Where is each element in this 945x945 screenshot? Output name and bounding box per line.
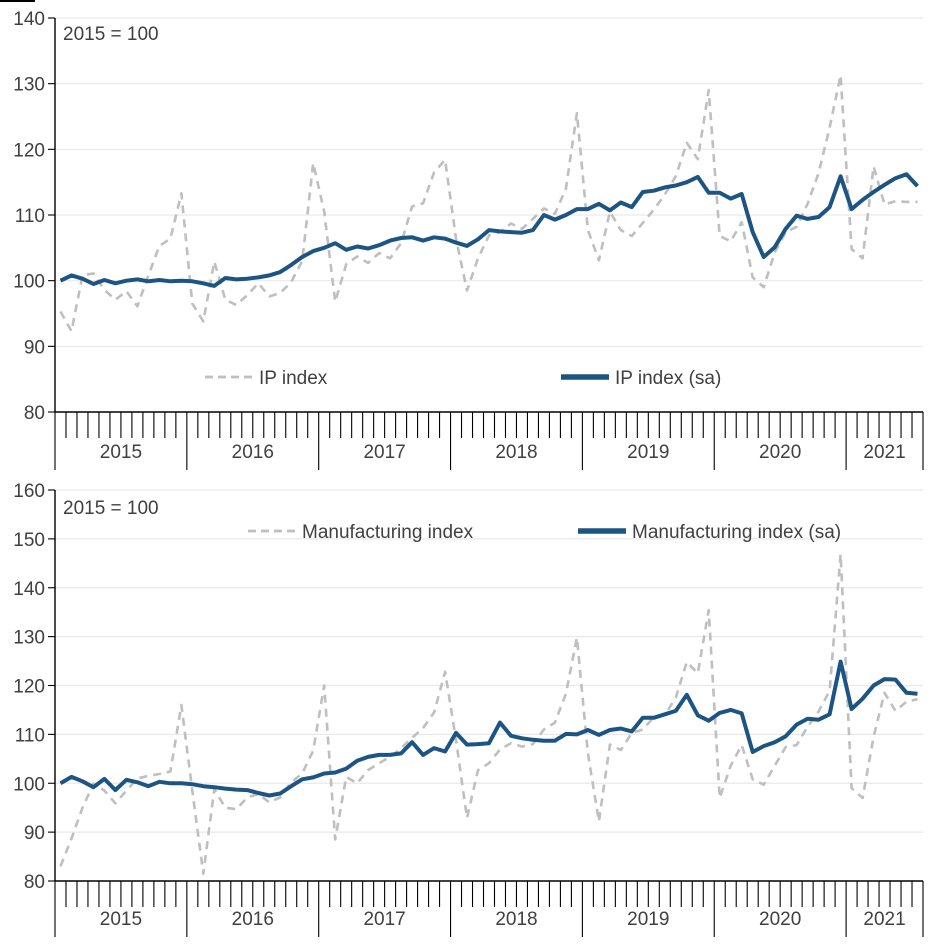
year-label-2017: 2017	[363, 442, 405, 463]
year-label-2021: 2021	[863, 909, 905, 930]
chart1-legend: IP index IP index (sa)	[205, 368, 721, 389]
chart1-baseline-annotation: 2015 = 100	[63, 24, 159, 45]
manufacturing-index-sa-legend-label: Manufacturing index (sa)	[632, 522, 841, 543]
y-axis-label-110: 110	[15, 206, 45, 227]
y-axis-label-120: 120	[13, 677, 45, 698]
y-axis-label-150: 150	[13, 530, 45, 551]
year-label-2020: 2020	[759, 442, 801, 463]
year-label-2021: 2021	[863, 442, 905, 463]
y-axis-label-80: 80	[24, 872, 45, 893]
y-axis-label-130: 130	[13, 75, 45, 96]
y-axis-label-100: 100	[13, 774, 45, 795]
y-axis-label-110: 110	[15, 725, 45, 746]
year-label-2018: 2018	[495, 442, 537, 463]
y-axis-label-100: 100	[13, 272, 45, 293]
year-label-2015: 2015	[100, 909, 142, 930]
year-label-2020: 2020	[759, 909, 801, 930]
chart2-legend: Manufacturing index Manufacturing index …	[248, 522, 841, 543]
year-label-2019: 2019	[627, 442, 669, 463]
year-label-2016: 2016	[232, 909, 274, 930]
manufacturing-index-chart: 80 90 100 110 120 130 140 150 160 2015 2016 2017 201…	[13, 481, 924, 937]
year-label-2018: 2018	[495, 909, 537, 930]
y-axis-label-90: 90	[24, 823, 45, 844]
manufacturing-index-legend-label: Manufacturing index	[302, 522, 474, 543]
chart2-baseline-annotation: 2015 = 100	[63, 498, 159, 519]
manufacturing-index-sa-line	[59, 659, 918, 798]
year-label-2016: 2016	[232, 442, 274, 463]
y-axis-label-80: 80	[24, 403, 45, 424]
year-label-2019: 2019	[627, 909, 669, 930]
ip-index-line	[59, 73, 918, 333]
y-axis-label-120: 120	[13, 140, 45, 161]
y-axis-label-140: 140	[13, 579, 45, 600]
ip-index-chart: 80 90 100 110 120 130 140 2015 2016 2017 2018 2019 2…	[13, 9, 924, 470]
y-axis-label-140: 140	[13, 9, 45, 30]
ip-index-legend-label: IP index	[259, 368, 328, 389]
year-label-2015: 2015	[100, 442, 142, 463]
manufacturing-index-line	[59, 552, 918, 876]
ip-index-sa-line	[59, 172, 919, 288]
y-axis-label-160: 160	[13, 481, 45, 502]
ip-index-sa-legend-label: IP index (sa)	[615, 368, 721, 389]
y-axis-label-90: 90	[24, 337, 45, 358]
year-label-2017: 2017	[363, 909, 405, 930]
y-axis-label-130: 130	[13, 628, 45, 649]
